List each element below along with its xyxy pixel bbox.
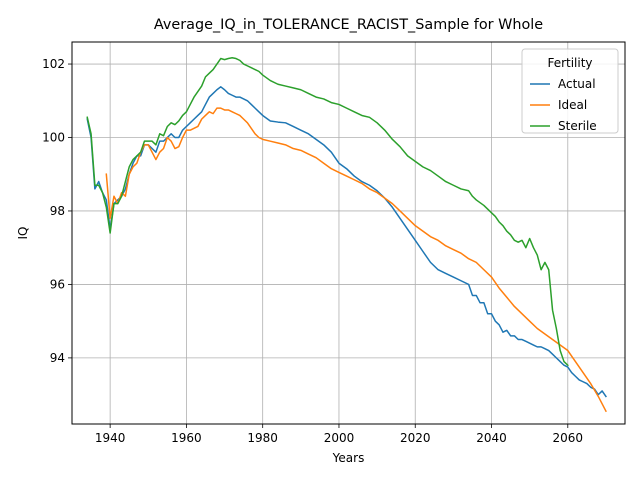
- grid: [72, 42, 625, 424]
- ticks: 1940 1960 1980 2000 2020 2040 2060 94 96 98 100 102: [42, 57, 583, 445]
- y-tick-label: 98: [50, 204, 65, 218]
- legend: Fertility Actual Ideal Sterile: [521, 48, 619, 134]
- series-lines: [86, 57, 607, 413]
- x-tick-label: 2000: [324, 431, 355, 445]
- x-axis-label: Years: [332, 451, 365, 465]
- y-tick-label: 96: [50, 277, 65, 291]
- x-tick-label: 1960: [171, 431, 202, 445]
- series-line-ideal: [105, 107, 607, 413]
- y-tick-label: 102: [42, 57, 65, 71]
- x-tick-label: 1980: [247, 431, 278, 445]
- plot-frame: [71, 41, 626, 425]
- series-line-actual: [86, 86, 607, 398]
- x-tick-label: 2020: [400, 431, 431, 445]
- legend-title: Fertility: [547, 56, 592, 70]
- x-tick-label: 2040: [476, 431, 507, 445]
- series-line-sterile: [86, 57, 569, 367]
- legend-items: Actual Ideal Sterile: [530, 77, 597, 133]
- legend-label-actual: Actual: [558, 77, 596, 91]
- x-tick-label: 1940: [95, 431, 126, 445]
- legend-label-ideal: Ideal: [558, 98, 587, 112]
- y-tick-label: 100: [42, 131, 65, 145]
- legend-box: [521, 48, 619, 134]
- y-axis-label: IQ: [16, 227, 30, 240]
- x-tick-label: 2060: [553, 431, 584, 445]
- chart-title: Average_IQ_in_TOLERANCE_RACIST_Sample fo…: [154, 17, 543, 33]
- legend-label-sterile: Sterile: [558, 119, 597, 133]
- y-tick-label: 94: [50, 351, 65, 365]
